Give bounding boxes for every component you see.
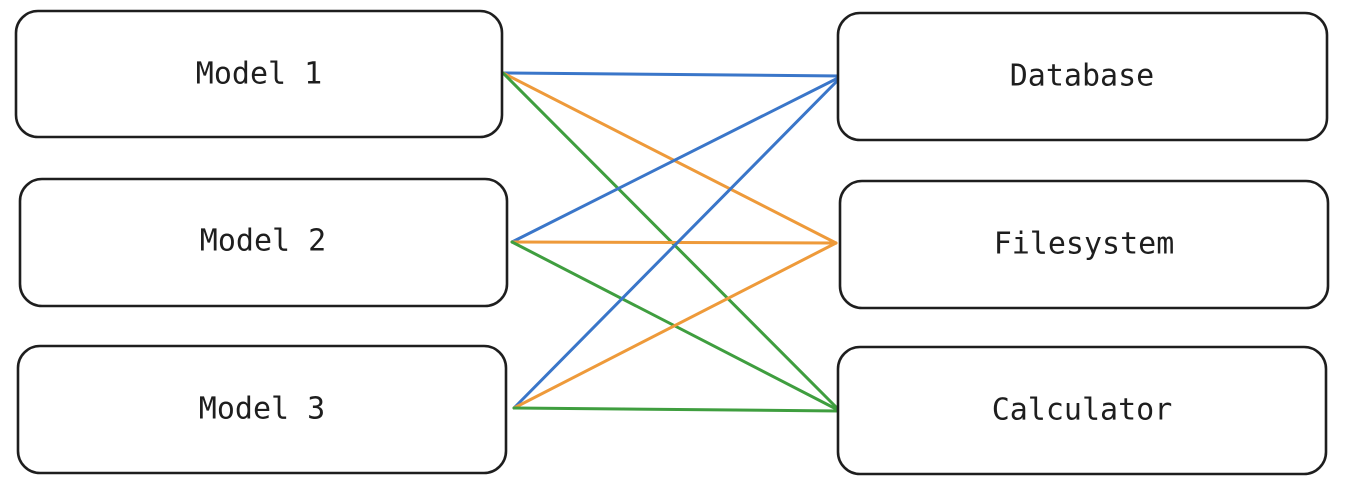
- model-3-label: Model 3: [199, 392, 325, 427]
- calculator-box: Calculator: [836, 345, 1328, 476]
- model-2-box: Model 2: [18, 177, 509, 308]
- connection-m3-db: [512, 74, 844, 410]
- calculator-label: Calculator: [992, 393, 1173, 428]
- connection-m2-db: [510, 74, 844, 244]
- connection-m3-calc: [512, 406, 842, 413]
- model-1-box: Model 1: [14, 9, 504, 139]
- database-label: Database: [1010, 59, 1155, 94]
- connection-m2-fs: [510, 240, 838, 245]
- connection-m1-fs: [501, 71, 838, 245]
- database-box: Database: [836, 11, 1329, 142]
- model-2-label: Model 2: [200, 224, 326, 259]
- filesystem-box: Filesystem: [838, 179, 1330, 310]
- filesystem-label: Filesystem: [994, 227, 1175, 262]
- connection-lines: [501, 71, 844, 413]
- model-1-label: Model 1: [196, 57, 322, 92]
- model-3-box: Model 3: [16, 344, 508, 475]
- connection-m1-db: [501, 71, 844, 78]
- connection-m3-fs: [512, 241, 838, 410]
